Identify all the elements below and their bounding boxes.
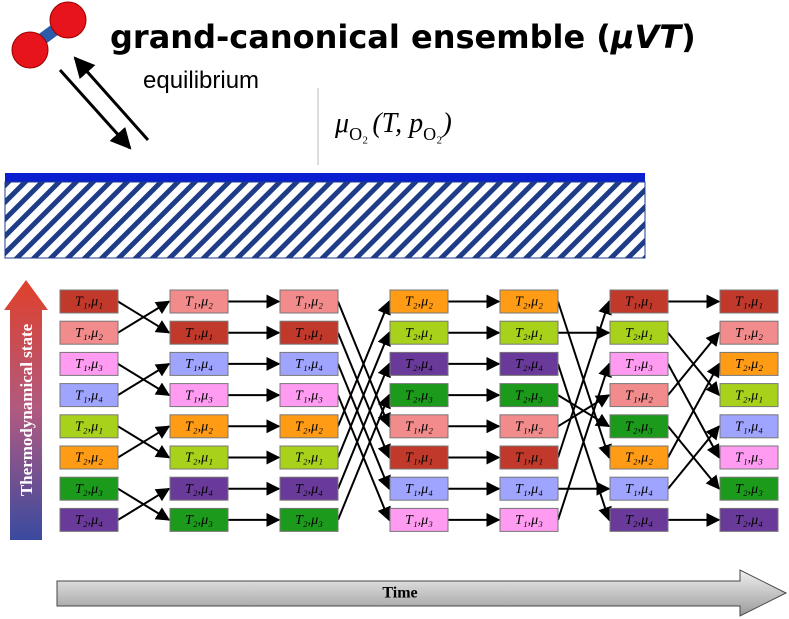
state-label: T₁,μ₄ <box>625 482 653 497</box>
state-label: T₁,μ₂ <box>405 420 433 435</box>
state-label: T₁,μ₄ <box>75 388 103 403</box>
state-label: T₁,μ₂ <box>185 295 213 310</box>
formula-part: μ <box>334 108 349 139</box>
surface-layer <box>5 173 645 182</box>
atom <box>12 32 48 68</box>
state-label: T₂,μ₄ <box>625 513 653 528</box>
state-label: T₁,μ₄ <box>515 482 543 497</box>
state-label: T₁,μ₄ <box>185 357 213 372</box>
state-label: T₁,μ₁ <box>515 451 543 466</box>
state-label: T₁,μ₃ <box>735 451 763 466</box>
state-label: T₁,μ₃ <box>295 388 323 403</box>
state-label: T₂,μ₃ <box>185 513 213 528</box>
state-axis-label: Thermodynamical state <box>17 323 36 496</box>
state-label: T₂,μ₁ <box>405 326 433 341</box>
state-label: T₂,μ₄ <box>405 357 433 372</box>
formula-part: (T, p <box>372 108 423 139</box>
state-label: T₁,μ₄ <box>295 357 323 372</box>
state-label: T₂,μ₁ <box>735 388 763 403</box>
state-label: T₂,μ₃ <box>515 388 543 403</box>
title-text: ) <box>681 18 696 56</box>
diagram: grand-canonical ensemble (μVT) equilibri… <box>0 0 789 619</box>
state-label: T₁,μ₁ <box>75 295 103 310</box>
state-label: T₂,μ₂ <box>625 451 653 466</box>
state-label: T₂,μ₂ <box>295 420 323 435</box>
state-label: T₁,μ₁ <box>625 295 653 310</box>
state-label: T₂,μ₁ <box>515 326 543 341</box>
time-axis-label: Time <box>382 585 417 602</box>
state-label: T₂,μ₂ <box>185 420 213 435</box>
state-label: T₂,μ₄ <box>735 513 763 528</box>
state-label: T₁,μ₄ <box>735 420 763 435</box>
state-label: T₁,μ₃ <box>185 388 213 403</box>
state-label: T₁,μ₃ <box>75 357 103 372</box>
state-label: T₂,μ₃ <box>405 388 433 403</box>
state-label: T₂,μ₂ <box>515 295 543 310</box>
state-label: T₂,μ₃ <box>295 513 323 528</box>
state-label: T₂,μ₂ <box>75 451 103 466</box>
state-label: T₁,μ₃ <box>515 513 543 528</box>
state-label: T₁,μ₁ <box>735 295 763 310</box>
state-label: T₂,μ₄ <box>295 482 323 497</box>
state-label: T₁,μ₂ <box>75 326 103 341</box>
title-text: grand-canonical ensemble ( <box>110 18 611 56</box>
state-label: T₁,μ₂ <box>735 326 763 341</box>
state-label: T₂,μ₁ <box>295 451 323 466</box>
state-label: T₁,μ₁ <box>405 451 433 466</box>
state-label: T₁,μ₂ <box>625 388 653 403</box>
state-label: T₂,μ₂ <box>735 357 763 372</box>
title-italic: μVT <box>610 18 683 56</box>
state-label: T₂,μ₃ <box>75 482 103 497</box>
state-label: T₁,μ₃ <box>625 357 653 372</box>
state-label: T₁,μ₂ <box>515 420 543 435</box>
state-label: T₁,μ₁ <box>185 326 213 341</box>
equilibrium-label: equilibrium <box>143 67 259 94</box>
state-label: T₂,μ₁ <box>185 451 213 466</box>
state-label: T₂,μ₃ <box>625 420 653 435</box>
state-label: T₂,μ₁ <box>75 420 103 435</box>
formula-sub: O₂ <box>349 124 368 144</box>
substrate <box>5 182 645 258</box>
formula-part: ) <box>440 108 451 139</box>
state-label: T₂,μ₁ <box>625 326 653 341</box>
state-label: T₂,μ₄ <box>185 482 213 497</box>
formula-sub: O₂ <box>423 124 442 144</box>
state-label: T₂,μ₂ <box>405 295 433 310</box>
time-arrow <box>57 570 786 616</box>
state-label: T₁,μ₃ <box>405 513 433 528</box>
atom <box>50 2 86 38</box>
state-label: T₂,μ₄ <box>75 513 103 528</box>
state-label: T₁,μ₂ <box>295 295 323 310</box>
replica-grid: T₁,μ₁ T₁,μ₂ T₁,μ₃ T₁,μ₄ T₂,μ₁ T₂,μ₂ T₂,μ₃ T₂,μ₄… <box>60 290 778 531</box>
state-label: T₁,μ₁ <box>295 326 323 341</box>
state-label: T₂,μ₃ <box>735 482 763 497</box>
state-label: T₁,μ₄ <box>405 482 433 497</box>
formula: μO₂(T, pO₂) <box>334 108 452 144</box>
title: grand-canonical ensemble (μVT) <box>110 18 696 56</box>
state-label: T₂,μ₄ <box>515 357 543 372</box>
